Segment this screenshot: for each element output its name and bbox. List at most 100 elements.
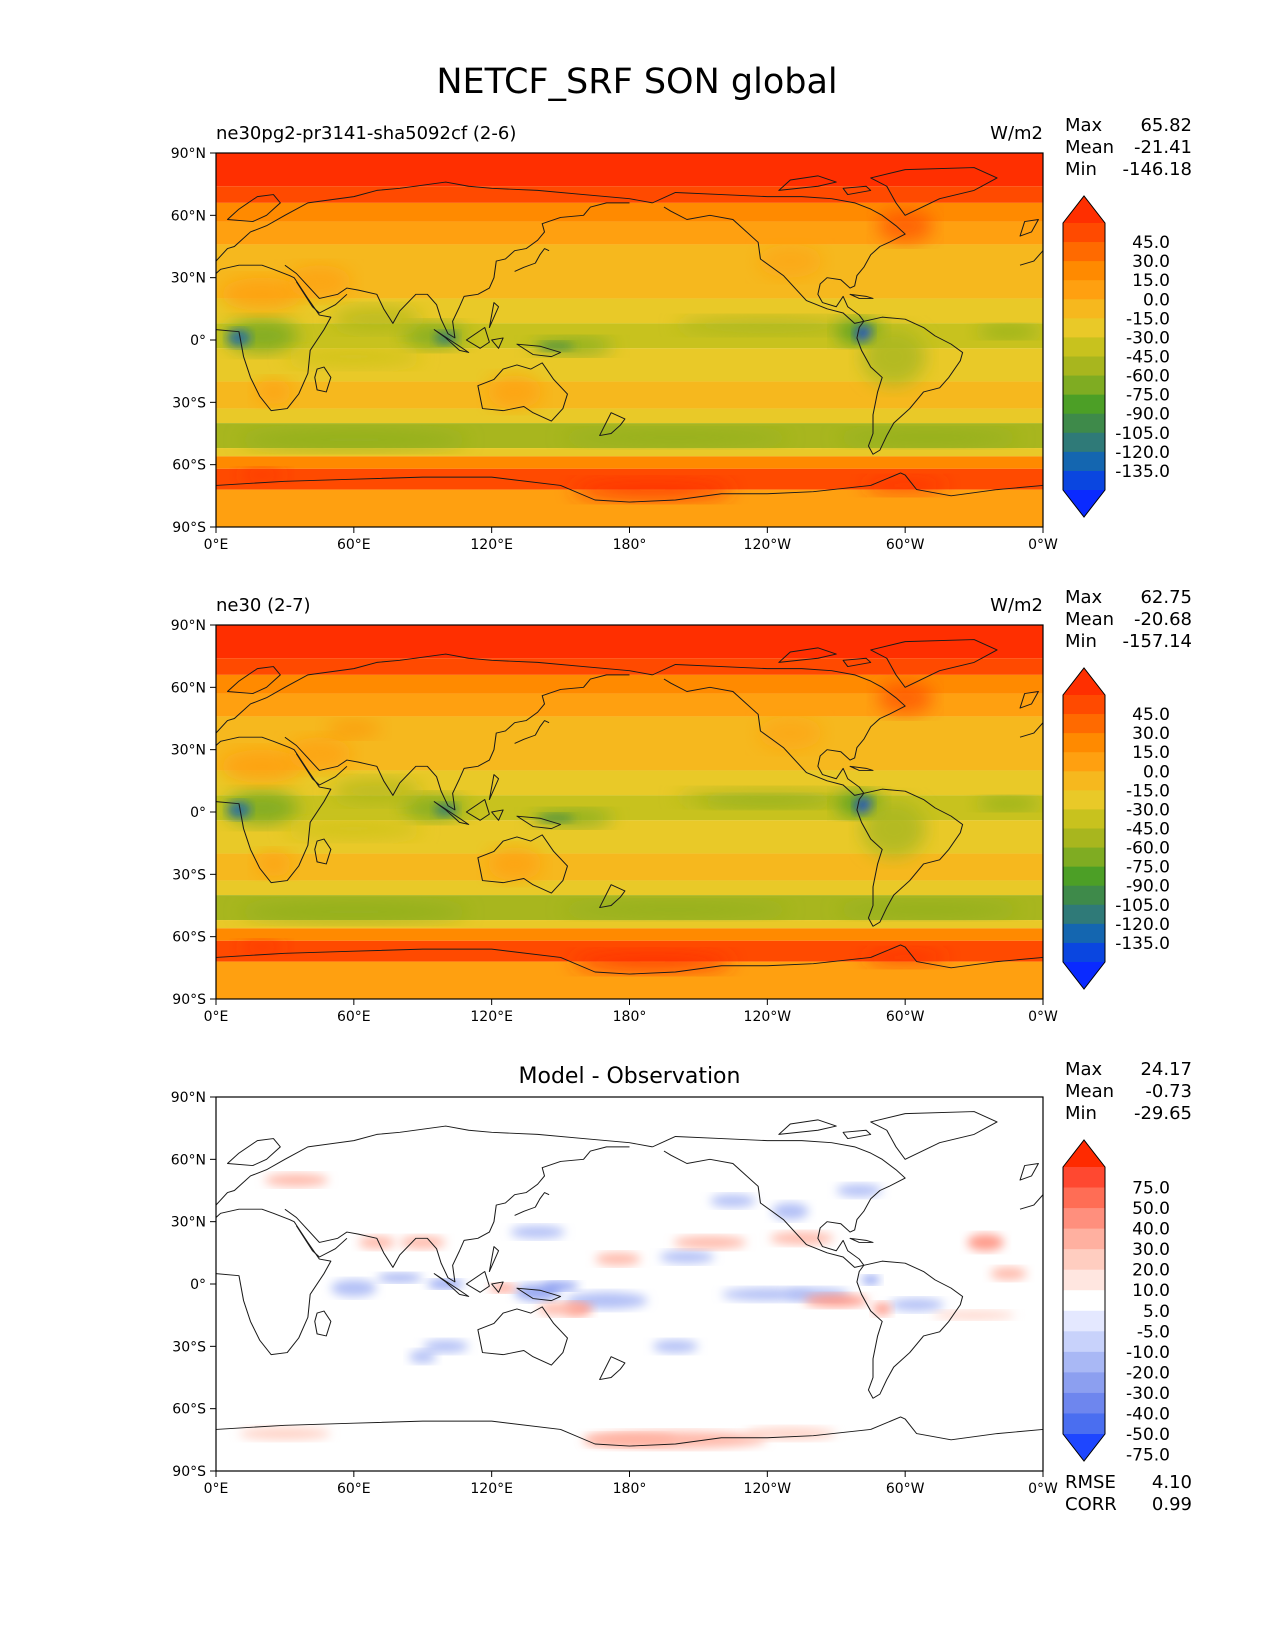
y-tick-label: 60°N	[171, 208, 206, 224]
stat-label: Max	[1065, 587, 1103, 608]
colorbar-segment	[1063, 413, 1105, 434]
colorbar-label: 30.0	[1132, 252, 1170, 272]
colorbar-segment	[1063, 280, 1105, 300]
stat-value: -157.14	[1123, 631, 1192, 652]
y-tick-label: 0°	[190, 1277, 206, 1293]
panel-reference: ne30 (2-7) W/m2 90°N60°N30°N0°30°S60°S90…	[171, 587, 1192, 1025]
stats-box: Max 62.75 Mean -20.68 Min -157.14	[1065, 587, 1192, 652]
y-axis: 90°N 60°N 30°N 0° 30°S 60°S 90°S	[171, 146, 216, 536]
x-tick-label: 120°E	[470, 537, 513, 553]
rmse-corr-box: RMSE 4.10 CORR 0.99	[1065, 1472, 1192, 1515]
colorbar-segment	[1063, 1392, 1105, 1414]
x-axis: 0°E 60°E 120°E 180° 120°W 60°W 0°W	[204, 527, 1058, 553]
y-tick-label: 90°S	[172, 520, 206, 536]
colorbar-label: -90.0	[1126, 405, 1170, 425]
stat-value: -29.65	[1134, 1103, 1192, 1124]
stat-label: Max	[1065, 115, 1103, 136]
x-tick-label: 0°E	[204, 1481, 229, 1497]
y-axis: 90°N 60°N 30°N 0° 30°S 60°S 90°S	[171, 1090, 216, 1480]
colorbar-label: -120.0	[1115, 915, 1170, 935]
colorbar-segment	[1063, 1228, 1105, 1250]
stats-box: Max 24.17 Mean -0.73 Min -29.65	[1065, 1059, 1192, 1124]
colorbar-label: -60.0	[1126, 839, 1170, 859]
colorbar-extend-min	[1063, 1434, 1105, 1461]
colorbar-label: -135.0	[1115, 462, 1170, 482]
x-tick-label: 120°W	[744, 537, 792, 553]
y-tick-label: 60°N	[171, 1152, 206, 1168]
colorbar-label: -15.0	[1126, 309, 1170, 329]
colorbar-extend-min	[1063, 490, 1105, 517]
colorbar-label: 45.0	[1132, 233, 1170, 253]
colorbar-label: -75.0	[1126, 386, 1170, 406]
colorbar-label: 0.0	[1143, 762, 1170, 782]
colorbar-label: -15.0	[1126, 781, 1170, 801]
x-tick-label: 60°W	[886, 1481, 925, 1497]
colorbar: 45.030.015.00.0-15.0-30.0-45.0-60.0-75.0…	[1062, 667, 1170, 990]
y-tick-label: 60°N	[171, 680, 206, 696]
colorbar-outline	[1062, 667, 1106, 990]
panel-title-left: ne30 (2-7)	[216, 595, 311, 616]
colorbar: 45.030.015.00.0-15.0-30.0-45.0-60.0-75.0…	[1062, 195, 1170, 518]
colorbar-label: -120.0	[1115, 443, 1170, 463]
colorbar-outline	[1062, 1139, 1106, 1462]
x-tick-label: 0°W	[1028, 1481, 1058, 1497]
panel-difference: Model - Observation 90°N 60°N 30°N 0° 30°S 60…	[171, 1059, 1192, 1515]
x-tick-label: 0°E	[204, 1009, 229, 1025]
y-tick-label: 30°N	[171, 1215, 206, 1231]
y-tick-label: 30°N	[171, 743, 206, 759]
colorbar-segment	[1063, 695, 1105, 715]
stat-label: Mean	[1065, 137, 1114, 158]
colorbar-label: 0.0	[1143, 290, 1170, 310]
colorbar-segment	[1063, 1372, 1105, 1394]
colorbar-label: -90.0	[1126, 877, 1170, 897]
y-tick-label: 0°	[190, 333, 206, 349]
colorbar-label: 30.0	[1132, 1240, 1170, 1260]
colorbar-segment	[1063, 318, 1105, 338]
figure-title: NETCF_SRF SON global	[436, 62, 837, 102]
colorbar-label: 75.0	[1132, 1179, 1170, 1199]
stat-value: -0.73	[1145, 1081, 1192, 1102]
colorbar-label: -10.0	[1126, 1343, 1170, 1363]
colorbar-segment	[1063, 752, 1105, 772]
colorbar-segment	[1063, 1167, 1105, 1188]
x-tick-label: 180°	[613, 1481, 647, 1497]
colorbar-segment	[1063, 1413, 1105, 1435]
stat-value: -20.68	[1134, 609, 1192, 630]
stat-value: -146.18	[1123, 159, 1192, 180]
x-tick-label: 0°W	[1028, 1009, 1058, 1025]
x-tick-label: 180°	[613, 537, 647, 553]
stats-box: Max 65.82 Mean -21.41 Min -146.18	[1065, 115, 1192, 180]
x-axis: 0°E 60°E 120°E 180° 120°W 60°W 0°W	[204, 999, 1058, 1025]
y-tick-label: 60°S	[172, 458, 206, 474]
colorbar-segment	[1063, 847, 1105, 868]
colorbar-segment	[1063, 714, 1105, 734]
x-tick-label: 60°W	[886, 537, 925, 553]
colorbar-label: 15.0	[1132, 271, 1170, 291]
x-tick-label: 120°E	[470, 1481, 513, 1497]
colorbar-segment	[1063, 1310, 1105, 1332]
colorbar-segment	[1063, 1208, 1105, 1230]
colorbar-label: -75.0	[1126, 858, 1170, 878]
colorbar-label: 40.0	[1132, 1220, 1170, 1240]
y-tick-label: 30°S	[172, 395, 206, 411]
colorbar-label: 5.0	[1143, 1302, 1170, 1322]
x-tick-label: 60°E	[337, 1009, 371, 1025]
colorbar-label: -30.0	[1126, 328, 1170, 348]
colorbar-segment	[1063, 299, 1105, 319]
panel-units: W/m2	[990, 123, 1043, 144]
colorbar-label: -40.0	[1126, 1404, 1170, 1424]
colorbar-segment	[1063, 809, 1105, 829]
extra-stat-label: RMSE	[1065, 1472, 1116, 1493]
colorbar-label: -105.0	[1115, 424, 1170, 444]
colorbar-segment	[1063, 432, 1105, 453]
colorbar-segment	[1063, 261, 1105, 281]
colorbar-label: 50.0	[1132, 1199, 1170, 1219]
x-tick-label: 60°W	[886, 1009, 925, 1025]
y-tick-label: 90°S	[172, 992, 206, 1008]
colorbar-label: -5.0	[1137, 1322, 1170, 1342]
colorbar-segment	[1063, 790, 1105, 810]
colorbar-label: -50.0	[1126, 1425, 1170, 1445]
colorbar-segment	[1063, 733, 1105, 753]
colorbar-extend-max	[1063, 668, 1105, 695]
